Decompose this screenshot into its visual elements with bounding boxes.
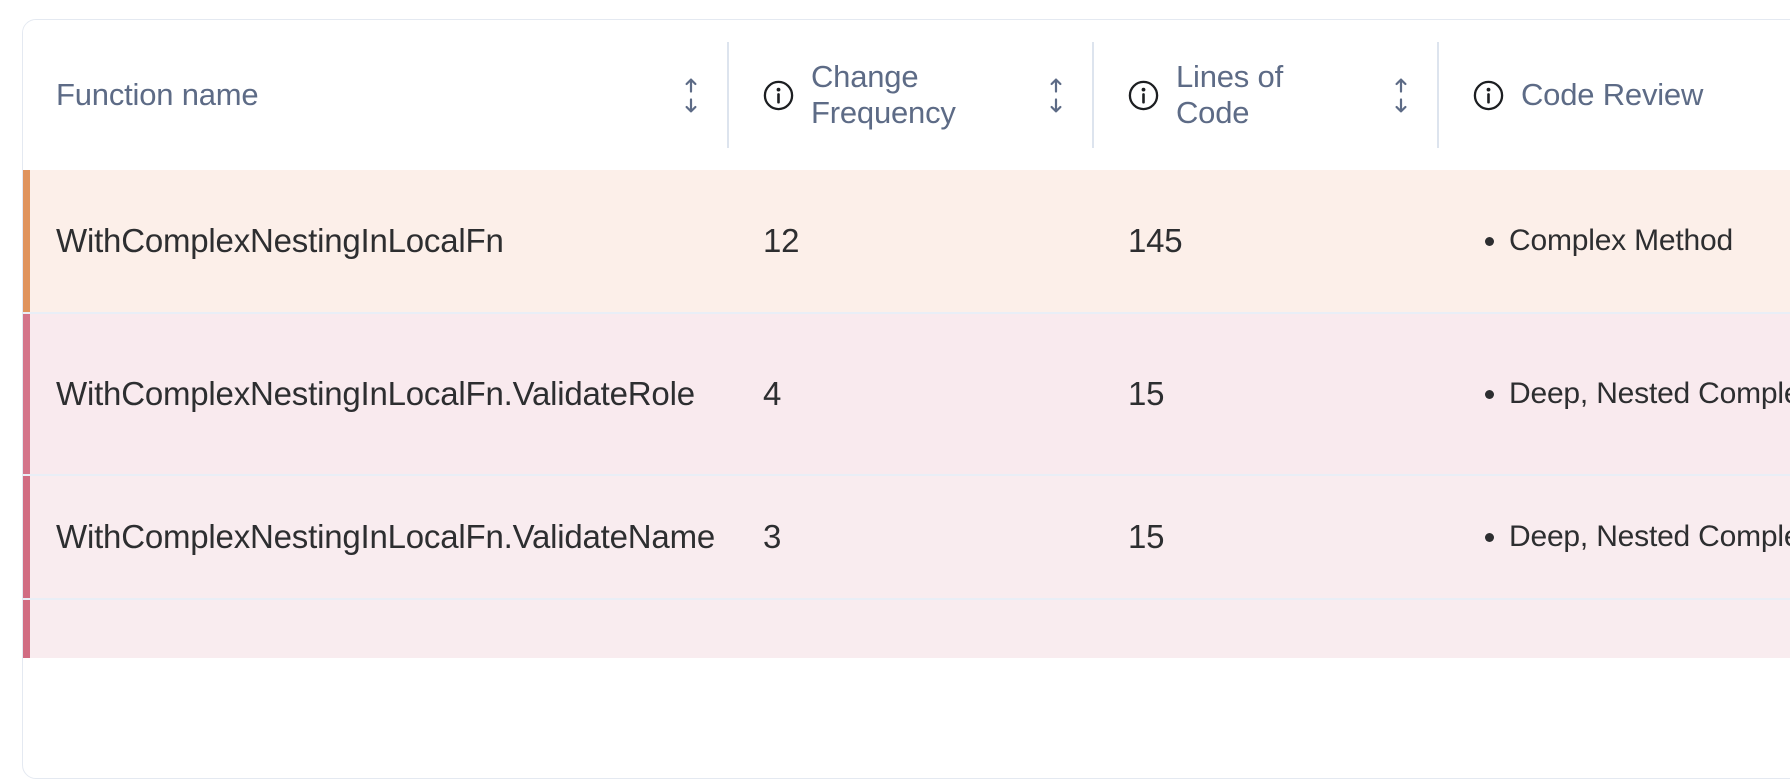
- lines-of-code-cell: 15: [1128, 375, 1165, 412]
- info-icon[interactable]: [763, 80, 794, 111]
- sort-arrows-icon[interactable]: [1048, 77, 1064, 114]
- table-row[interactable]: WithComplexNestingInLocalFn 12 145 Compl…: [23, 170, 1790, 312]
- function-name-cell: WithComplexNestingInLocalFn.ValidateRole: [56, 375, 695, 412]
- lines-of-code-cell: 15: [1128, 518, 1165, 555]
- change-frequency-cell: 4: [763, 375, 782, 412]
- change-frequency-cell: 3: [763, 518, 782, 555]
- table-header-row: Function name Change Frequency: [23, 20, 1790, 170]
- code-review-list: Deep, Nested Complexity: [1473, 520, 1790, 554]
- code-review-list: Complex Method: [1473, 224, 1733, 258]
- table-row[interactable]: WithComplexNestingInLocalFn.ValidateName…: [23, 474, 1790, 598]
- functions-table-card: Function name Change Frequency: [22, 19, 1790, 779]
- column-header-label: Lines of Code: [1176, 59, 1283, 130]
- table-row-partial[interactable]: [23, 598, 1790, 658]
- info-icon[interactable]: [1473, 80, 1504, 111]
- change-frequency-cell: 12: [763, 222, 800, 259]
- function-name-cell: WithComplexNestingInLocalFn.ValidateName: [56, 518, 716, 555]
- column-header-label: Function name: [56, 77, 259, 113]
- code-review-item: Deep, Nested Complexity: [1485, 377, 1790, 411]
- column-header-function-name[interactable]: Function name: [23, 20, 727, 170]
- code-review-item: Deep, Nested Complexity: [1485, 520, 1790, 554]
- lines-of-code-cell: 145: [1128, 222, 1183, 259]
- table-row[interactable]: WithComplexNestingInLocalFn.ValidateRole…: [23, 312, 1790, 474]
- sort-arrows-icon[interactable]: [1393, 77, 1409, 114]
- column-header-change-frequency[interactable]: Change Frequency: [727, 20, 1092, 170]
- column-header-code-review[interactable]: Code Review: [1437, 20, 1790, 170]
- column-header-label: Code Review: [1521, 77, 1704, 113]
- sort-arrows-icon[interactable]: [683, 77, 699, 114]
- code-review-list: Deep, Nested Complexity: [1473, 377, 1790, 411]
- code-review-item: Complex Method: [1485, 224, 1733, 258]
- column-header-lines-of-code[interactable]: Lines of Code: [1092, 20, 1437, 170]
- function-name-cell: WithComplexNestingInLocalFn: [56, 222, 504, 259]
- info-icon[interactable]: [1128, 80, 1159, 111]
- column-header-label: Change Frequency: [811, 59, 956, 130]
